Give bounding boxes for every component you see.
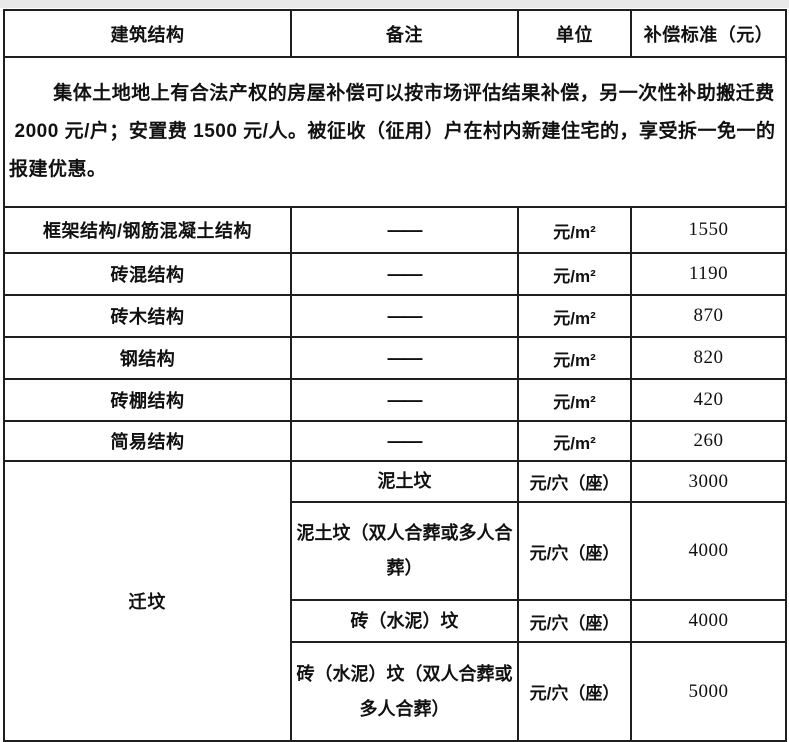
unit-cell: 元/穴（座） (517, 641, 632, 742)
unit-cell: 元/m² (517, 378, 632, 422)
header-remark: 备注 (290, 9, 519, 58)
table-row: 砖（水泥）坟（双人合葬或多人合葬） 元/穴（座） 5000 (4, 641, 787, 742)
remark-cell: 泥土坟 (290, 460, 519, 503)
value-cell: 5000 (630, 641, 787, 742)
value-cell: 1550 (630, 206, 787, 254)
value-cell: 260 (630, 420, 787, 462)
table-header-row: 建筑结构 备注 单位 补偿标准（元） (3, 9, 787, 58)
compensation-table: 建筑结构 备注 单位 补偿标准（元） 集体土地地上有合法产权的房屋补偿可以按市场… (3, 9, 787, 742)
value-cell: 4000 (630, 599, 787, 643)
table-row: 简易结构 —— 元/m² 260 (3, 420, 787, 462)
table-row: 框架结构/钢筋混凝土结构 —— 元/m² 1550 (3, 206, 787, 254)
structure-cell: 砖棚结构 (3, 378, 292, 422)
header-structure: 建筑结构 (3, 9, 292, 58)
unit-cell: 元/m² (517, 420, 632, 462)
value-cell: 870 (630, 294, 787, 338)
remark-cell: 泥土坟（双人合葬或多人合葬） (290, 501, 519, 601)
table-row: 钢结构 —— 元/m² 820 (3, 336, 787, 380)
table-row: 泥土坟（双人合葬或多人合葬） 元/穴（座） 4000 (4, 501, 787, 601)
unit-cell: 元/m² (517, 252, 632, 296)
header-standard: 补偿标准（元） (630, 9, 787, 58)
structure-cell: 钢结构 (3, 336, 292, 380)
value-cell: 4000 (630, 501, 787, 601)
unit-cell: 元/m² (517, 336, 632, 380)
unit-cell: 元/m² (517, 294, 632, 338)
remark-cell: —— (290, 252, 519, 296)
table-row: 迁坟 泥土坟 元/穴（座） 3000 (3, 460, 787, 742)
remark-cell: —— (290, 420, 519, 462)
table-row: 砖混结构 —— 元/m² 1190 (3, 252, 787, 296)
remark-cell: —— (290, 206, 519, 254)
unit-cell: 元/穴（座） (517, 460, 632, 503)
notice-text: 集体土地地上有合法产权的房屋补偿可以按市场评估结果补偿，另一次性补助搬迁费 20… (3, 56, 787, 208)
header-unit: 单位 (517, 9, 632, 58)
structure-cell: 砖混结构 (3, 252, 292, 296)
page-top-strip (0, 0, 789, 8)
table-row: 砖木结构 —— 元/m² 870 (3, 294, 787, 338)
remark-cell: —— (290, 378, 519, 422)
unit-cell: 元/穴（座） (517, 599, 632, 643)
value-cell: 820 (630, 336, 787, 380)
unit-cell: 元/m² (517, 206, 632, 254)
remark-cell: —— (290, 294, 519, 338)
table-row: 砖（水泥）坟 元/穴（座） 4000 (4, 599, 787, 643)
structure-cell: 框架结构/钢筋混凝土结构 (3, 206, 292, 254)
value-cell: 420 (630, 378, 787, 422)
remark-cell: 砖（水泥）坟（双人合葬或多人合葬） (290, 641, 519, 742)
table-row: 砖棚结构 —— 元/m² 420 (3, 378, 787, 422)
grave-group-label: 迁坟 (3, 460, 292, 742)
unit-cell: 元/穴（座） (517, 501, 632, 601)
remark-cell: —— (290, 336, 519, 380)
value-cell: 1190 (630, 252, 787, 296)
value-cell: 3000 (630, 460, 787, 503)
notice-row: 集体土地地上有合法产权的房屋补偿可以按市场评估结果补偿，另一次性补助搬迁费 20… (3, 56, 787, 208)
structure-cell: 简易结构 (3, 420, 292, 462)
structure-cell: 砖木结构 (3, 294, 292, 338)
remark-cell: 砖（水泥）坟 (290, 599, 519, 643)
